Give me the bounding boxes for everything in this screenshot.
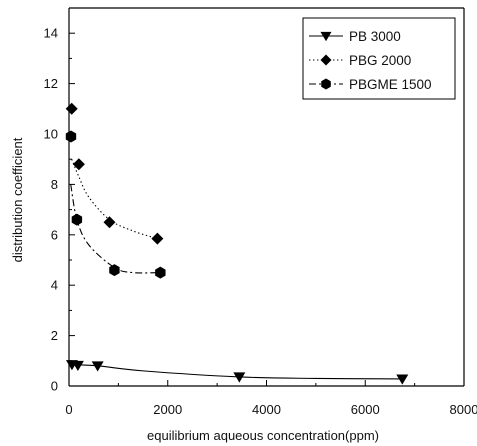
series-line-pbgme-1500: [70, 184, 161, 274]
data-point-pb-3000: [233, 372, 246, 383]
legend-marker-pbg-2000: [320, 54, 332, 66]
y-tick-label: 0: [51, 379, 58, 394]
data-point-pb-3000: [91, 361, 104, 372]
data-point-pbgme-1500: [155, 266, 166, 279]
data-point-pbg-2000: [103, 216, 116, 229]
x-tick-label: 6000: [351, 402, 380, 417]
y-tick-label: 10: [44, 127, 58, 142]
series-pb-3000: [65, 360, 409, 385]
legend: PB 3000 PBG 2000 PBGME 1500: [302, 17, 456, 100]
series-line-pb-3000: [68, 364, 403, 380]
x-tick-label: 0: [65, 402, 72, 417]
series-pbgme-1500: [65, 130, 166, 279]
data-point-pb-3000: [71, 360, 84, 372]
data-point-pbgme-1500: [65, 130, 77, 143]
y-tick-label: 2: [51, 328, 58, 343]
legend-label-pbg-2000: PBG 2000: [349, 53, 411, 68]
x-tick-label: 8000: [450, 402, 477, 417]
x-axis-title: equilibrium aqueous concentration(ppm): [147, 428, 379, 443]
x-tick-label: 2000: [153, 402, 182, 417]
data-point-pbg-2000: [72, 158, 85, 171]
y-tick-label: 14: [44, 26, 58, 41]
data-point-pbgme-1500: [71, 213, 83, 226]
legend-label-pb-3000: PB 3000: [349, 29, 401, 44]
y-tick-label: 12: [44, 76, 58, 91]
data-point-pbgme-1500: [109, 264, 120, 277]
y-tick-label: 4: [51, 278, 58, 293]
plot-area: [65, 102, 409, 385]
legend-marker-pb-3000: [320, 31, 332, 42]
y-tick-label: 6: [51, 227, 58, 242]
y-tick-label: 8: [51, 177, 58, 192]
legend-marker-pbgme-1500: [321, 78, 331, 90]
series-line-pbg-2000: [71, 158, 158, 240]
data-point-pb-3000: [396, 374, 409, 385]
axes: 0 2 4 6 8 10 12 14 0 2000 4000 6000 8000: [44, 7, 477, 417]
legend-label-pbgme-1500: PBGME 1500: [349, 77, 432, 92]
x-tick-label: 4000: [252, 402, 281, 417]
y-axis-title: distribution coefficient: [10, 137, 25, 262]
data-point-pbg-2000: [151, 232, 164, 245]
